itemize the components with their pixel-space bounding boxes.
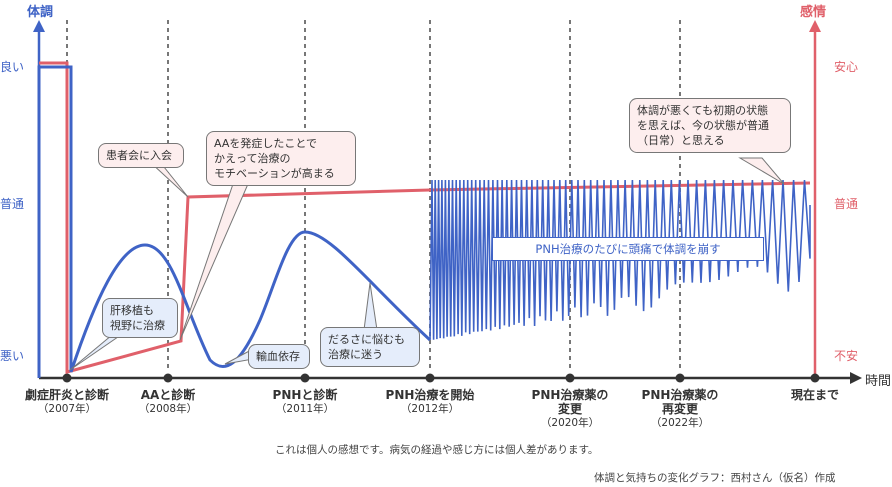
x-label-text: AAと診断 [140, 388, 196, 402]
right-tick-good: 安心 [834, 60, 859, 74]
x-label-2011: PNHと診断 （2011年） [273, 388, 338, 416]
right-axis-title: 感情 [800, 5, 827, 20]
right-tick-normal: 普通 [834, 197, 859, 211]
x-label-year: （2008年） [138, 403, 198, 415]
callout-motivation: AAを発症したことで かえって治療の モチベーションが高まる [206, 131, 356, 186]
callout-text: かえって治療の [214, 152, 291, 165]
x-label-2007: 劇症肝炎と診断 （2007年） [25, 388, 109, 416]
callout-text: だるさに悩むも [328, 333, 405, 346]
left-tick-normal: 普通 [0, 197, 25, 211]
x-axis [39, 372, 862, 384]
right-axis [809, 20, 821, 378]
x-label-year: （2020年） [540, 417, 600, 429]
x-label-text: 現在まで [790, 388, 840, 402]
health-line-early [37, 65, 432, 378]
x-label-2020: PNH治療薬の 変更 （2020年） [532, 388, 609, 430]
disclaimer-note: これは個人の感想です。病気の経過や感じ方には個人差があります。 [275, 444, 599, 456]
x-label-year: （2022年） [650, 417, 710, 429]
x-label-text: 劇症肝炎と診断 [24, 388, 110, 402]
x-label-2022: PNH治療薬の 再変更 （2022年） [642, 388, 719, 430]
callout-text: AAを発症したことで [214, 137, 318, 150]
callout-text: モチベーションが高まる [214, 167, 335, 180]
callout-text: （日常）と思える [637, 134, 725, 147]
callout-current-state: 体調が悪くても初期の状態 を思えば、今の状態が普通 （日常）と思える [629, 98, 791, 153]
right-tick-bad: 不安 [834, 349, 859, 363]
callout-transfusion: 輸血依存 [248, 344, 310, 369]
left-tick-good: 良い [0, 60, 25, 74]
x-label-2008: AAと診断 （2008年） [139, 388, 197, 416]
callout-fatigue: だるさに悩むも 治療に迷う [320, 327, 420, 367]
callout-text: を思えば、今の状態が普通 [637, 119, 769, 132]
callout-text: 患者会に入会 [106, 149, 172, 162]
left-tick-bad: 悪い [0, 349, 25, 363]
callout-text: 体調が悪くても初期の状態 [637, 104, 769, 117]
credit-note: 体調と気持ちの変化グラフ：西村さん（仮名）作成 [594, 472, 836, 484]
x-label-year: （2011年） [275, 403, 335, 415]
x-label-text: PNH治療を開始 [385, 388, 475, 402]
x-label-text: PNH治療薬の [531, 388, 609, 402]
callout-text: 肝移植も [110, 304, 154, 317]
callout-liver-transplant: 肝移植も 視野に治療 [102, 298, 178, 338]
x-axis-title: 時間 [865, 374, 892, 389]
callout-patient-association: 患者会に入会 [98, 143, 184, 168]
callout-text: 治療に迷う [328, 348, 383, 361]
x-label-text: PNHと診断 [272, 388, 338, 402]
x-label-year: （2012年） [400, 403, 460, 415]
callout-text: 視野に治療 [110, 319, 165, 332]
callout-pointers [69, 157, 785, 371]
headache-banner: PNH治療のたびに頭痛で体調を崩す [492, 237, 764, 261]
callout-text: 輸血依存 [256, 350, 300, 363]
x-label-now: 現在まで [791, 388, 839, 402]
x-label-text: 再変更 [661, 402, 699, 416]
x-label-year: （2007年） [37, 403, 97, 415]
x-label-text: 変更 [557, 402, 583, 416]
x-label-2012: PNH治療を開始 （2012年） [386, 388, 475, 416]
x-label-text: PNH治療薬の [641, 388, 719, 402]
emotion-line [39, 61, 811, 374]
left-axis-title: 体調 [27, 5, 54, 20]
